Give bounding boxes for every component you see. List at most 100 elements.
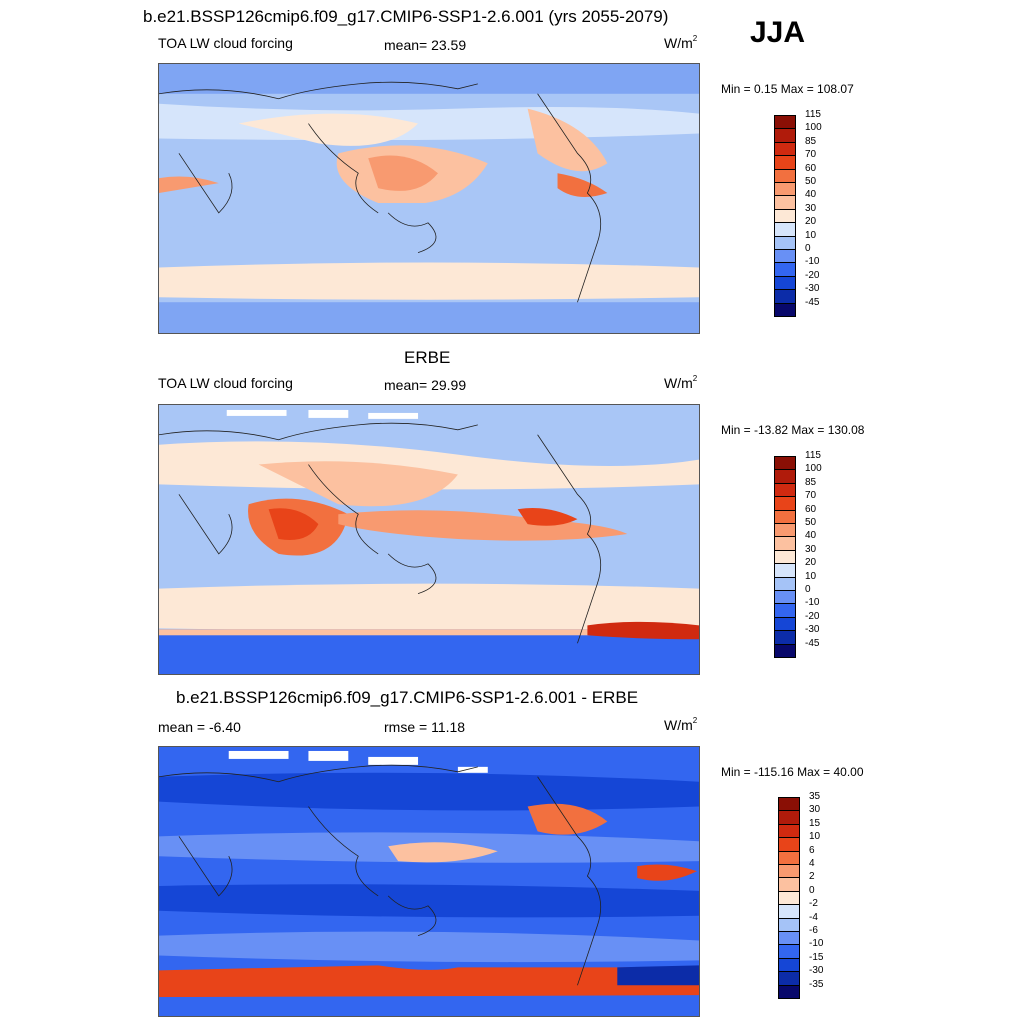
colorbar-tick-label: 6 [809,844,815,856]
colorbar-box [778,837,800,852]
colorbar-tick-label: -2 [809,898,818,910]
colorbar-tick-label: -45 [805,296,820,308]
colorbar-tick-label: -30 [809,965,824,977]
panel-2-title: ERBE [404,348,451,367]
colorbar-tick-label: 10 [809,831,821,843]
panel-3-title: b.e21.BSSP126cmip6.f09_g17.CMIP6-SSP1-2.… [176,688,639,707]
panel-1-mean-label: mean= 23.59 [384,37,467,53]
colorbar-box [774,155,796,170]
colorbar-box [774,456,796,471]
colorbar-box [774,469,796,484]
season-label: JJA [750,16,806,49]
colorbar-tick-label: -30 [805,283,820,295]
panel-3-minmax: Min = -115.16 Max = 40.00 [721,765,864,779]
colorbar-tick-label: 10 [805,570,817,582]
colorbar-tick-label: -20 [805,269,820,281]
colorbar-tick-label: 30 [805,543,817,555]
colorbar-tick-label: 85 [805,476,817,488]
colorbar-box [774,168,796,183]
colorbar-tick-label: -30 [805,624,820,636]
colorbar-tick-label: 50 [805,176,817,187]
colorbar-box [774,509,796,524]
colorbar-tick-label: -10 [805,597,820,609]
colorbar-box [774,262,796,277]
colorbar-box [778,823,800,839]
colorbar-box [774,603,796,618]
colorbar-tick-label: 0 [805,584,811,595]
colorbar-box [774,643,796,658]
colorbar-box [778,931,800,946]
colorbar-box [778,904,800,919]
colorbar-box [774,482,796,498]
colorbar-box [774,616,796,632]
colorbar-box [774,141,796,157]
colorbar-box [778,971,800,986]
colorbar-box [778,797,800,812]
colorbar-tick-label: -15 [809,951,824,963]
colorbar-box [774,563,796,578]
panel-2-units: W/m2 [664,374,698,391]
panel-1-units: W/m2 [664,34,698,51]
colorbar-box [778,850,800,865]
panel-1-colorbar: -45 -30 -20 -10 0 10 20 30 40 50 60 70 85 100 115 [774,110,834,330]
colorbar-tick-label: 70 [805,490,817,502]
colorbar-tick-label: 30 [805,202,817,214]
colorbar-box [774,289,796,304]
colorbar-box [778,917,800,932]
panel-2-minmax: Min = -13.82 Max = 130.08 [721,423,865,437]
colorbar-tick-label: 4 [809,858,815,869]
colorbar-box [778,944,800,959]
colorbar-tick-label: -6 [809,925,818,936]
colorbar-box [778,877,800,892]
colorbar-tick-label: 20 [805,216,817,228]
colorbar-box [774,302,796,317]
colorbar-box [774,275,796,291]
colorbar-tick-label: 2 [809,871,815,883]
colorbar-box [778,984,800,999]
colorbar-tick-label: 115 [805,109,821,120]
colorbar-tick-label: 15 [809,817,821,829]
colorbar-box [774,536,796,551]
colorbar-tick-label: 35 [809,791,821,802]
colorbar-tick-label: 40 [805,189,817,201]
panel-2-map [158,404,700,675]
colorbar-box [778,864,800,879]
colorbar-tick-label: 30 [809,804,821,816]
panel-2-colorbar: -45 -30 -20 -10 0 10 20 30 40 50 60 70 85 100 115 [774,451,834,671]
panel-3-mean-label: mean = -6.40 [158,719,241,735]
panel-1-map [158,63,700,334]
colorbar-box [774,182,796,197]
colorbar-tick-label: -10 [809,938,824,950]
colorbar-box [774,590,796,605]
colorbar-tick-label: -20 [805,610,820,622]
panel-3-colorbar: -35 -30 -15 -10 -6 -4 -2 0 2 4 6 10 15 30 35 [778,792,838,1012]
colorbar-box [774,523,796,538]
colorbar-box [774,115,796,130]
colorbar-tick-label: 60 [805,503,817,515]
panel-1-variable-label: TOA LW cloud forcing [158,35,293,51]
colorbar-tick-label: 0 [809,884,815,896]
panel-1-minmax: Min = 0.15 Max = 108.07 [721,82,854,96]
colorbar-box [774,576,796,591]
panel-3-units: W/m2 [664,716,698,733]
colorbar-box [774,235,796,250]
colorbar-tick-label: 40 [805,530,817,542]
colorbar-tick-label: 85 [805,135,817,147]
colorbar-box [778,810,800,825]
colorbar-tick-label: 100 [805,122,822,134]
colorbar-tick-label: -35 [809,978,824,990]
colorbar-box [774,249,796,264]
panel-3-map [158,746,700,1017]
colorbar-tick-label: 70 [805,149,817,161]
panel-3-rmse-label: rmse = 11.18 [384,719,466,735]
panel-2-mean-label: mean= 29.99 [384,377,467,393]
colorbar-box [774,222,796,237]
colorbar-box [778,890,800,906]
colorbar-tick-label: -45 [805,637,820,649]
colorbar-box [774,630,796,645]
colorbar-tick-label: 0 [805,243,811,254]
colorbar-box [774,128,796,143]
colorbar-box [774,496,796,511]
colorbar-box [774,195,796,210]
colorbar-tick-label: -4 [809,911,818,923]
